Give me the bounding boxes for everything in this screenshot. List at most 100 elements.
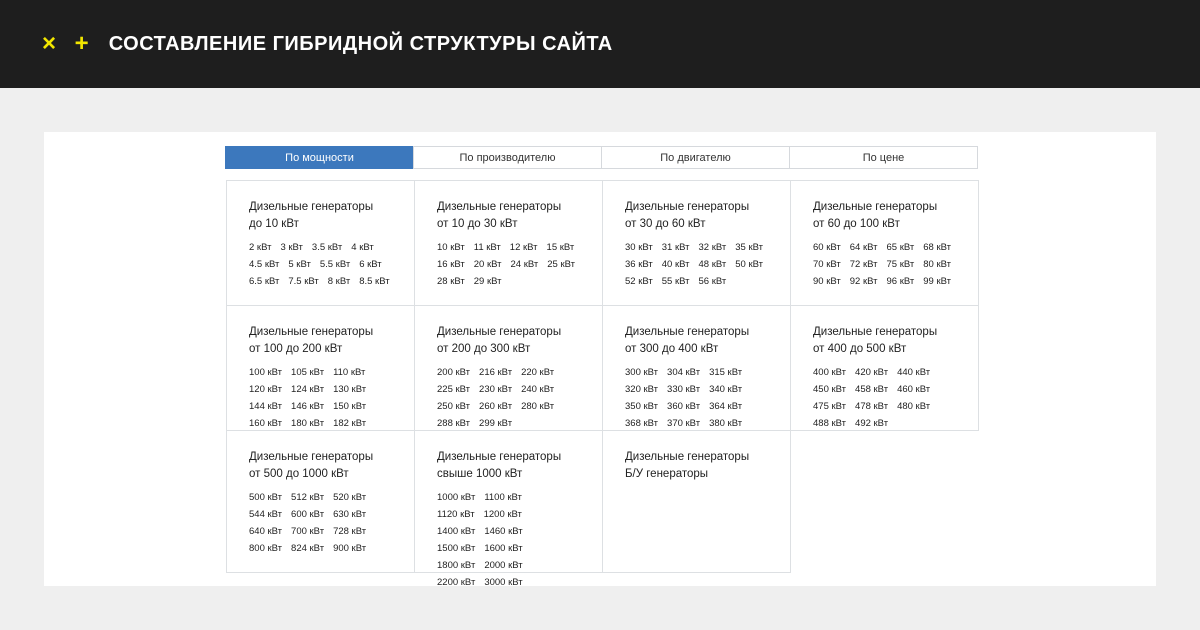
category-title-line[interactable]: Дизельные генераторы — [437, 326, 562, 338]
power-link[interactable]: 48 кВт — [698, 259, 727, 270]
power-link[interactable]: 320 кВт — [625, 384, 659, 395]
power-link[interactable]: 280 кВт — [521, 401, 555, 412]
power-link[interactable]: 225 кВт — [437, 384, 471, 395]
power-link[interactable]: 24 кВт — [510, 259, 539, 270]
power-link[interactable]: 20 кВт — [473, 259, 502, 270]
power-link[interactable]: 29 кВт — [473, 276, 502, 287]
power-link[interactable]: 31 кВт — [661, 242, 690, 253]
power-link[interactable]: 80 кВт — [923, 259, 951, 270]
power-link[interactable]: 364 кВт — [709, 401, 743, 412]
category-range[interactable]: от 100 до 200 кВт — [249, 343, 343, 355]
tab-by-power[interactable]: По мощности — [225, 146, 414, 169]
category-title-line[interactable]: Дизельные генераторы — [813, 326, 938, 338]
power-link[interactable]: 8.5 кВт — [359, 276, 390, 287]
power-link[interactable]: 40 кВт — [661, 259, 690, 270]
category-range[interactable]: от 200 до 300 кВт — [437, 343, 531, 355]
category-title-line[interactable]: Дизельные генераторы — [249, 326, 374, 338]
category-range[interactable]: от 10 до 30 кВт — [437, 218, 518, 230]
power-link[interactable]: 512 кВт — [291, 492, 325, 503]
power-link[interactable]: 11 кВт — [473, 242, 501, 253]
power-link[interactable]: 15 кВт — [546, 242, 575, 253]
category-range[interactable]: от 30 до 60 кВт — [625, 218, 706, 230]
power-link[interactable]: 4.5 кВт — [249, 259, 280, 270]
category-title[interactable]: Дизельные генераторы от 60 до 100 кВт — [813, 199, 978, 233]
power-link[interactable]: 12 кВт — [509, 242, 538, 253]
power-link[interactable]: 180 кВт — [291, 418, 325, 429]
power-link[interactable]: 99 кВт — [923, 276, 951, 287]
power-link[interactable]: 10 кВт — [437, 242, 465, 253]
power-link[interactable]: 800 кВт — [249, 543, 283, 554]
power-link[interactable]: 220 кВт — [521, 367, 555, 378]
power-link[interactable]: 520 кВт — [333, 492, 367, 503]
power-link[interactable]: 60 кВт — [813, 242, 841, 253]
power-link[interactable]: 50 кВт — [735, 259, 763, 270]
category-title-line[interactable]: Дизельные генераторы — [813, 201, 938, 213]
power-link[interactable]: 16 кВт — [437, 259, 465, 270]
power-link[interactable]: 96 кВт — [886, 276, 915, 287]
category-range[interactable]: Б/У генераторы — [625, 468, 709, 480]
power-link[interactable]: 440 кВт — [897, 367, 931, 378]
power-link[interactable]: 500 кВт — [249, 492, 283, 503]
category-title[interactable]: Дизельные генераторы Б/У генераторы — [625, 449, 790, 483]
category-title-line[interactable]: Дизельные генераторы — [437, 451, 562, 463]
power-link[interactable]: 1120 кВт — [437, 509, 475, 520]
category-title[interactable]: Дизельные генераторы до 10 кВт — [249, 199, 414, 233]
power-link[interactable]: 492 кВт — [855, 418, 889, 429]
power-link[interactable]: 75 кВт — [886, 259, 915, 270]
power-link[interactable]: 3.5 кВт — [311, 242, 343, 253]
power-link[interactable]: 64 кВт — [849, 242, 878, 253]
tab-by-engine[interactable]: По двигателю — [601, 146, 790, 169]
power-link[interactable]: 230 кВт — [479, 384, 513, 395]
category-range[interactable]: от 400 до 500 кВт — [813, 343, 907, 355]
category-title[interactable]: Дизельные генераторы от 100 до 200 кВт — [249, 324, 414, 358]
power-link[interactable]: 1100 кВт — [484, 492, 522, 503]
power-link[interactable]: 105 кВт — [291, 367, 325, 378]
power-link[interactable]: 288 кВт — [437, 418, 471, 429]
power-link[interactable]: 6 кВт — [359, 259, 382, 270]
power-link[interactable]: 3000 кВт — [484, 577, 523, 588]
power-link[interactable]: 90 кВт — [813, 276, 841, 287]
power-link[interactable]: 25 кВт — [547, 259, 575, 270]
power-link[interactable]: 488 кВт — [813, 418, 847, 429]
power-link[interactable]: 28 кВт — [437, 276, 465, 287]
power-link[interactable]: 130 кВт — [333, 384, 367, 395]
category-range[interactable]: свыше 1000 кВт — [437, 468, 523, 480]
category-title-line[interactable]: Дизельные генераторы — [249, 201, 374, 213]
power-link[interactable]: 56 кВт — [698, 276, 727, 287]
power-link[interactable]: 1500 кВт — [437, 543, 476, 554]
power-link[interactable]: 380 кВт — [709, 418, 743, 429]
power-link[interactable]: 100 кВт — [249, 367, 283, 378]
power-link[interactable]: 32 кВт — [698, 242, 727, 253]
category-range[interactable]: от 60 до 100 кВт — [813, 218, 900, 230]
power-link[interactable]: 8 кВт — [327, 276, 351, 287]
category-title[interactable]: Дизельные генераторы свыше 1000 кВт — [437, 449, 602, 483]
power-link[interactable]: 144 кВт — [249, 401, 283, 412]
category-title[interactable]: Дизельные генераторы от 300 до 400 кВт — [625, 324, 790, 358]
power-link[interactable]: 304 кВт — [667, 367, 701, 378]
power-link[interactable]: 216 кВт — [479, 367, 513, 378]
power-link[interactable]: 450 кВт — [813, 384, 847, 395]
power-link[interactable]: 120 кВт — [249, 384, 283, 395]
power-link[interactable]: 370 кВт — [667, 418, 701, 429]
category-title[interactable]: Дизельные генераторы от 400 до 500 кВт — [813, 324, 978, 358]
power-link[interactable]: 1600 кВт — [484, 543, 523, 554]
power-link[interactable]: 72 кВт — [849, 259, 878, 270]
power-link[interactable]: 600 кВт — [291, 509, 325, 520]
category-title[interactable]: Дизельные генераторы от 200 до 300 кВт — [437, 324, 602, 358]
power-link[interactable]: 52 кВт — [625, 276, 653, 287]
category-title-line[interactable]: Дизельные генераторы — [437, 201, 562, 213]
power-link[interactable]: 240 кВт — [521, 384, 555, 395]
power-link[interactable]: 350 кВт — [625, 401, 659, 412]
power-link[interactable]: 420 кВт — [855, 367, 889, 378]
power-link[interactable]: 35 кВт — [735, 242, 763, 253]
power-link[interactable]: 1200 кВт — [483, 509, 522, 520]
power-link[interactable]: 5.5 кВт — [319, 259, 351, 270]
category-title[interactable]: Дизельные генераторы от 500 до 1000 кВт — [249, 449, 414, 483]
power-link[interactable]: 260 кВт — [479, 401, 513, 412]
power-link[interactable]: 1460 кВт — [484, 526, 523, 537]
category-title-line[interactable]: Дизельные генераторы — [249, 451, 374, 463]
power-link[interactable]: 150 кВт — [333, 401, 367, 412]
category-range[interactable]: до 10 кВт — [249, 218, 299, 230]
power-link[interactable]: 368 кВт — [625, 418, 659, 429]
power-link[interactable]: 1400 кВт — [437, 526, 476, 537]
